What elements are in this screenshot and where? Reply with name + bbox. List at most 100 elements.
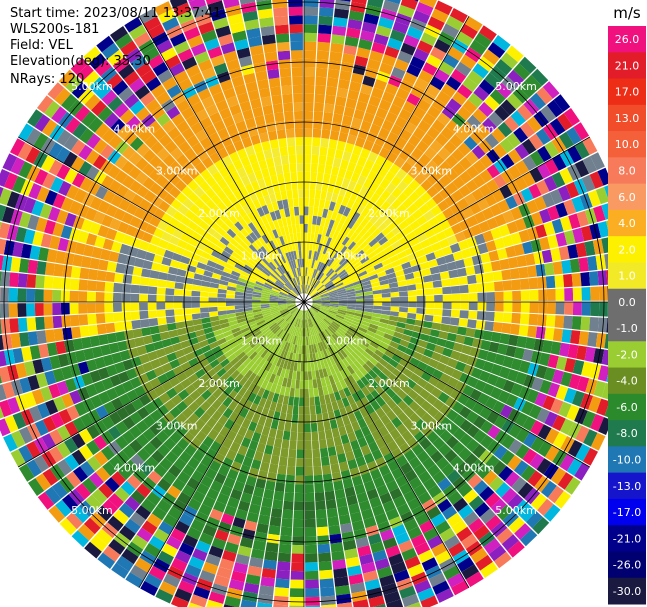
range-gate: [350, 351, 360, 360]
range-gate: [100, 445, 115, 461]
range-gate: [192, 450, 205, 463]
range-gate: [342, 334, 352, 343]
range-gate: [251, 353, 261, 363]
range-gate: [305, 562, 319, 572]
range-gate: [288, 316, 295, 324]
range-gate: [284, 422, 292, 432]
range-gate: [232, 30, 247, 42]
range-gate: [496, 248, 508, 260]
range-gate: [398, 108, 412, 122]
range-gate: [486, 179, 500, 193]
range-gate: [338, 0, 351, 2]
range-ring-label: 1.00km: [326, 334, 368, 347]
range-gate: [326, 209, 334, 220]
range-gate: [325, 348, 332, 358]
range-gate: [288, 448, 297, 459]
range-gate: [350, 323, 360, 330]
range-gate: [302, 310, 304, 320]
range-gate: [561, 259, 572, 274]
range-gate: [143, 190, 156, 203]
range-gate: [337, 243, 345, 253]
range-gate: [333, 480, 344, 491]
range-gate: [86, 133, 101, 149]
range-gate: [72, 466, 88, 483]
range-gate: [249, 402, 259, 414]
range-gate: [360, 207, 370, 218]
range-gate: [188, 0, 207, 11]
range-gate: [421, 327, 432, 336]
range-gate: [226, 228, 237, 239]
range-gate: [217, 310, 227, 316]
range-gate: [34, 303, 44, 317]
range-gate: [301, 249, 304, 259]
range-gate: [239, 240, 249, 250]
range-gate: [580, 316, 591, 331]
range-gate: [188, 556, 205, 570]
range-gate: [388, 358, 399, 368]
range-gate: [576, 210, 589, 227]
range-gate: [315, 76, 327, 86]
range-gate: [340, 323, 350, 331]
range-gate: [259, 585, 274, 596]
range-gate: [69, 302, 79, 315]
range-gate: [21, 346, 33, 362]
range-gate: [278, 138, 287, 148]
range-gate: [361, 508, 374, 520]
range-gate: [371, 365, 382, 376]
range-gate: [371, 353, 382, 362]
range-gate: [309, 287, 315, 296]
range-gate: [325, 86, 338, 96]
range-gate: [554, 274, 565, 288]
range-gate: [216, 259, 227, 267]
range-gate: [283, 225, 290, 235]
range-gate: [304, 102, 314, 112]
range-gate: [552, 449, 568, 467]
range-gate: [420, 371, 432, 382]
range-gate: [52, 315, 63, 329]
range-gate: [57, 459, 73, 476]
range-gate: [327, 312, 336, 318]
range-gate: [378, 275, 388, 282]
range-gate: [256, 523, 269, 534]
range-gate: [590, 432, 606, 451]
range-gate: [0, 405, 4, 419]
range-gate: [426, 54, 442, 69]
range-gate: [291, 224, 297, 234]
range-gate: [210, 277, 220, 284]
range-gate: [242, 109, 254, 121]
range-gate: [33, 132, 49, 150]
range-gate: [319, 290, 328, 295]
range-gate: [272, 393, 280, 403]
range-gate: [237, 318, 247, 324]
range-gate: [463, 136, 478, 151]
range-gate: [187, 220, 199, 232]
range-gate: [363, 178, 373, 189]
range-gate: [211, 194, 222, 206]
range-gate: [288, 305, 297, 310]
range-gate: [408, 400, 421, 413]
range-gate: [391, 394, 403, 405]
range-gate: [316, 378, 323, 388]
range-gate: [249, 232, 258, 242]
range-gate: [535, 364, 548, 379]
range-gate: [451, 148, 465, 162]
range-gate: [337, 327, 347, 335]
range-gate: [404, 449, 417, 462]
range-gate: [260, 369, 269, 380]
range-gate: [173, 382, 185, 394]
range-gate: [174, 246, 185, 256]
range-gate: [584, 208, 598, 225]
range-gate: [366, 58, 381, 71]
range-gate: [407, 312, 417, 320]
range-gate: [441, 83, 457, 98]
range-gate: [590, 302, 600, 317]
range-gate: [455, 461, 470, 476]
range-gate: [282, 311, 290, 318]
range-gate: [297, 336, 301, 346]
range-gate: [351, 590, 368, 602]
range-gate: [290, 290, 298, 297]
range-gate: [346, 365, 355, 375]
range-gate: [109, 374, 122, 387]
range-gate: [278, 298, 287, 301]
range-gate: [446, 332, 457, 342]
